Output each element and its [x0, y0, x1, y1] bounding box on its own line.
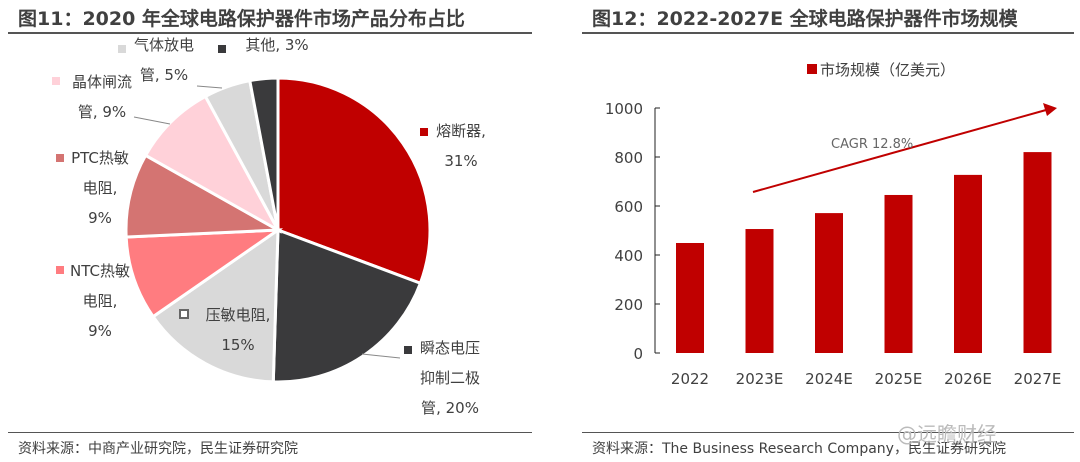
legend-swatch — [179, 309, 189, 319]
legend-swatch — [420, 128, 428, 136]
right-source: 资料来源：The Business Research Company，民生证券研… — [592, 441, 1006, 457]
pie-label: 其他, 3% — [245, 36, 309, 54]
cagr-arrow — [752, 109, 1047, 193]
left-chart-title: 图11：2020 年全球电路保护器件市场产品分布占比 — [18, 8, 465, 30]
pie-label-name: NTC热敏电阻 — [70, 262, 130, 310]
bar — [884, 194, 913, 353]
pie-label-name: 晶体闸流管 — [71, 73, 132, 121]
pie-slice — [124, 228, 284, 319]
pie-label: 气体放电管, 5% — [133, 36, 194, 84]
bar — [676, 242, 704, 353]
pie-label-value: 9% — [102, 103, 127, 121]
pie-label-value: 9% — [88, 209, 112, 227]
pie-label-value: 31% — [444, 152, 478, 170]
y-tick-label: 1000 — [605, 100, 643, 118]
legend-label: 市场规模（亿美元） — [820, 61, 955, 79]
left-source: 资料来源：中商产业研究院，民生证券研究院 — [18, 441, 298, 457]
x-tick-label: 2027E — [1014, 370, 1062, 388]
legend-swatch — [52, 77, 60, 85]
pie-label: 压敏电阻, 15% — [198, 300, 278, 360]
leader-line — [196, 85, 223, 89]
legend-swatch — [218, 45, 226, 53]
leader-line — [361, 353, 401, 359]
legend-swatch — [56, 154, 64, 162]
pie-label-name: 气体放电管 — [133, 36, 194, 84]
y-tick-label: 600 — [614, 198, 643, 216]
pie-label-name: 熔断器 — [436, 122, 482, 140]
x-tick-label: 2026E — [944, 370, 992, 388]
bar — [745, 229, 774, 353]
legend-swatch — [404, 346, 412, 354]
pie-slice — [276, 76, 432, 286]
pie-label: 熔断器, 31% — [432, 116, 490, 176]
pie-label-name: 其他 — [245, 36, 276, 54]
right-footer-rule — [582, 432, 1074, 433]
left-title-rule — [8, 32, 532, 34]
pie-label-value: 9% — [88, 322, 112, 340]
x-tick-label: 2022 — [671, 370, 709, 388]
pie-label-name: 压敏电阻 — [205, 306, 266, 324]
pie-slice — [271, 227, 423, 384]
pie-label: PTC热敏电阻, 9% — [66, 143, 134, 233]
cagr-annotation: CAGR 12.8% — [831, 137, 913, 152]
x-tick-label: 2025E — [875, 370, 923, 388]
legend-swatch — [807, 64, 817, 74]
y-tick-label: 200 — [614, 296, 643, 314]
y-tick-label: 800 — [614, 149, 643, 167]
x-tick-label: 2023E — [736, 370, 784, 388]
left-footer-rule — [8, 432, 532, 433]
x-tick-label: 2024E — [805, 370, 853, 388]
legend-swatch — [118, 45, 126, 53]
pie-label-value: 3% — [284, 36, 309, 54]
pie-label-value: 15% — [221, 336, 255, 354]
legend-swatch — [56, 266, 64, 274]
right-title-rule — [582, 32, 1074, 34]
right-chart-title: 图12：2022-2027E 全球电路保护器件市场规模 — [592, 8, 1018, 30]
pie-label-name: PTC热敏电阻 — [71, 149, 129, 197]
watermark: @远瞻财经 — [897, 422, 997, 446]
pie-slice — [124, 153, 284, 239]
leader-line — [133, 116, 171, 125]
pie-label-value: 20% — [445, 399, 479, 417]
pie-label-name: 瞬态电压抑制二极管 — [419, 339, 480, 417]
bar — [1023, 152, 1052, 353]
y-tick-label: 400 — [614, 247, 643, 265]
y-tick-label: 0 — [633, 345, 643, 363]
arrow-head — [1043, 103, 1057, 116]
pie-label: NTC热敏电阻, 9% — [70, 256, 130, 346]
pie-label: 晶体闸流管, 9% — [71, 73, 132, 121]
bar — [954, 174, 982, 353]
pie-slice — [248, 76, 280, 231]
pie-label: 瞬态电压抑制二极管, 20% — [419, 339, 480, 417]
pie-slice — [143, 94, 282, 234]
bar — [815, 213, 843, 353]
pie-slice — [151, 227, 280, 384]
pie-label-value: 5% — [164, 66, 189, 84]
